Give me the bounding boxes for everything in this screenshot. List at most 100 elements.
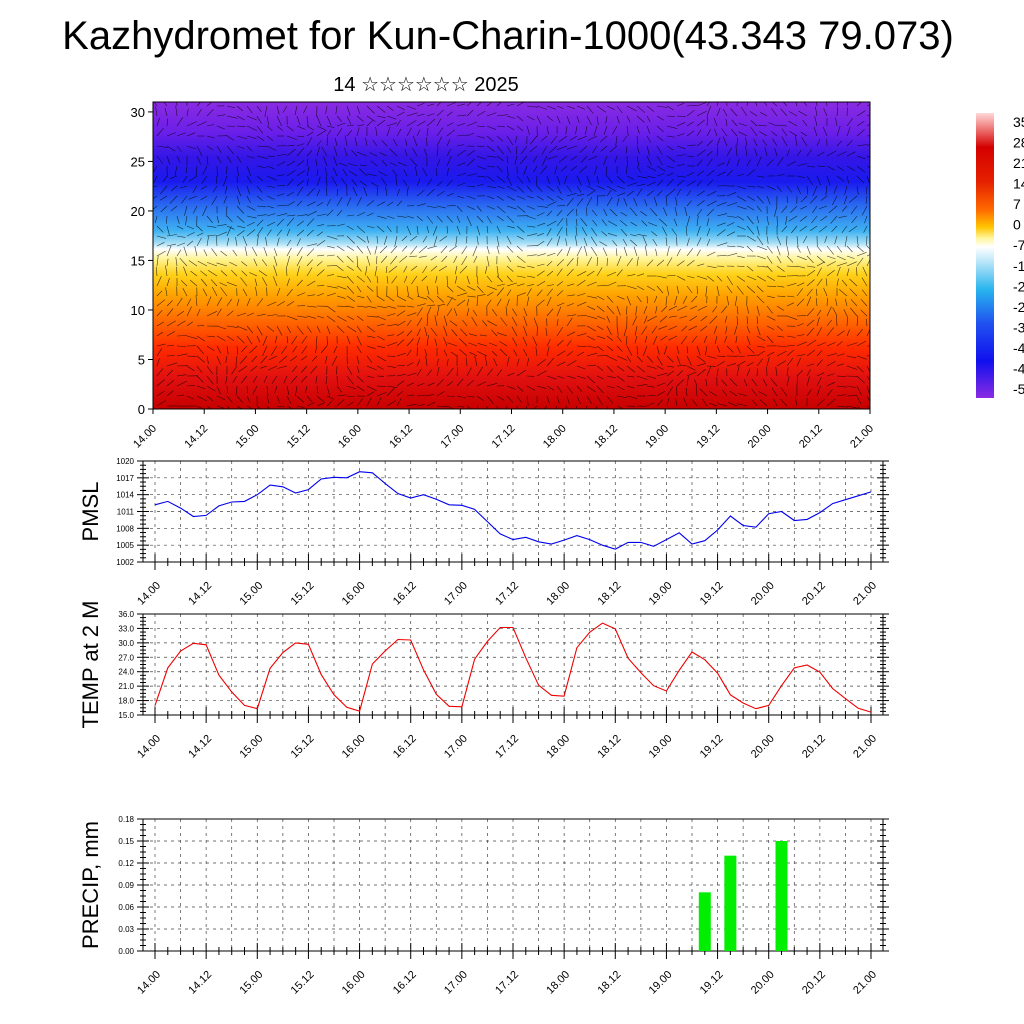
wind-vector (246, 115, 257, 121)
wind-vector (690, 305, 698, 310)
wind-vector (468, 333, 478, 337)
y-tick-label: 21.0 (118, 682, 134, 691)
wind-vector (686, 355, 692, 366)
wind-vector (846, 316, 848, 327)
wind-vector (176, 345, 187, 347)
wind-vector (468, 342, 478, 347)
wind-vector (303, 105, 308, 114)
wind-vector (446, 308, 453, 317)
wind-vector (486, 185, 496, 189)
wind-vector (579, 145, 588, 153)
wind-vector (266, 301, 277, 307)
x-tick-label: 20.00 (749, 969, 777, 997)
wind-vector (346, 395, 355, 397)
wind-vector (232, 375, 238, 383)
wind-vector (749, 111, 758, 117)
wind-vector (381, 140, 388, 147)
wind-vector (843, 309, 848, 317)
wind-vector (236, 195, 241, 205)
wind-vector (676, 145, 686, 150)
wind-vector (436, 102, 442, 107)
wind-vector (656, 345, 660, 355)
wind-vector (356, 365, 360, 374)
wind-vector (786, 367, 789, 377)
wind-vector (526, 105, 538, 108)
wind-vector (526, 265, 535, 268)
wind-vector (696, 102, 707, 107)
wind-vector (576, 271, 587, 277)
wind-vector (186, 395, 194, 400)
wind-vector (781, 136, 788, 147)
wind-vector (866, 104, 870, 107)
wind-vector (276, 237, 280, 247)
wind-vector (556, 210, 563, 217)
wind-vector (823, 108, 828, 117)
wind-vector (166, 362, 178, 367)
wind-vector (865, 318, 868, 327)
wind-vector (166, 118, 169, 127)
wind-vector (776, 325, 784, 332)
wind-vector (412, 135, 418, 147)
wind-vector (646, 402, 655, 407)
wind-vector (556, 375, 565, 379)
wind-vector (536, 205, 548, 208)
wind-vector (386, 105, 394, 111)
wind-vector (166, 145, 176, 152)
wind-vector (380, 255, 388, 264)
wind-vector (506, 145, 512, 153)
wind-vector (606, 257, 608, 267)
wind-vector (306, 229, 314, 237)
wind-vector (496, 235, 500, 247)
wind-vector (196, 232, 204, 237)
wind-vector (383, 235, 388, 245)
wind-vector (625, 145, 628, 154)
wind-vector (396, 215, 407, 218)
wind-vector (326, 292, 336, 297)
wind-vector (526, 395, 529, 406)
wind-vector (512, 337, 518, 347)
wind-vector (774, 205, 778, 217)
wind-vector (596, 195, 599, 207)
wind-vector (866, 185, 868, 195)
wind-vector (405, 139, 408, 147)
wind-vector (262, 335, 268, 347)
wind-vector (376, 295, 385, 302)
wind-vector (206, 225, 217, 228)
wind-vector (416, 394, 428, 397)
wind-vector (316, 202, 324, 207)
chart-title: Kazhydromet for Kun-Charin-1000(43.343 7… (62, 14, 954, 58)
wind-vector (836, 106, 838, 117)
wind-vector (795, 396, 798, 407)
wind-vector (856, 245, 864, 253)
wind-vector (716, 202, 727, 207)
wind-vector (576, 301, 587, 307)
wind-vector (426, 118, 436, 127)
wind-vector (291, 335, 298, 345)
wind-vector (406, 349, 412, 357)
wind-vector (277, 365, 288, 369)
wind-vector (726, 245, 736, 247)
wind-vector (266, 213, 276, 217)
wind-vector (536, 385, 547, 389)
wind-vector (671, 228, 678, 237)
wind-vector (536, 370, 547, 377)
wind-vector (766, 305, 773, 314)
wind-vector (406, 338, 414, 347)
wind-vector (766, 195, 771, 205)
wind-vector (782, 102, 788, 107)
wind-vector (426, 103, 435, 107)
wind-vector (436, 295, 445, 303)
wind-vector (676, 164, 685, 167)
wind-vector (326, 325, 331, 335)
wind-vector (466, 215, 472, 227)
wind-vector (685, 387, 688, 397)
wind-vector (376, 215, 387, 219)
wind-vector (366, 385, 377, 391)
wind-vector (246, 105, 253, 114)
wind-vector (454, 265, 458, 275)
x-tick-label: 17.00 (442, 733, 470, 761)
wind-vector (656, 179, 664, 187)
wind-vector (592, 219, 598, 227)
wind-vector (506, 165, 509, 176)
